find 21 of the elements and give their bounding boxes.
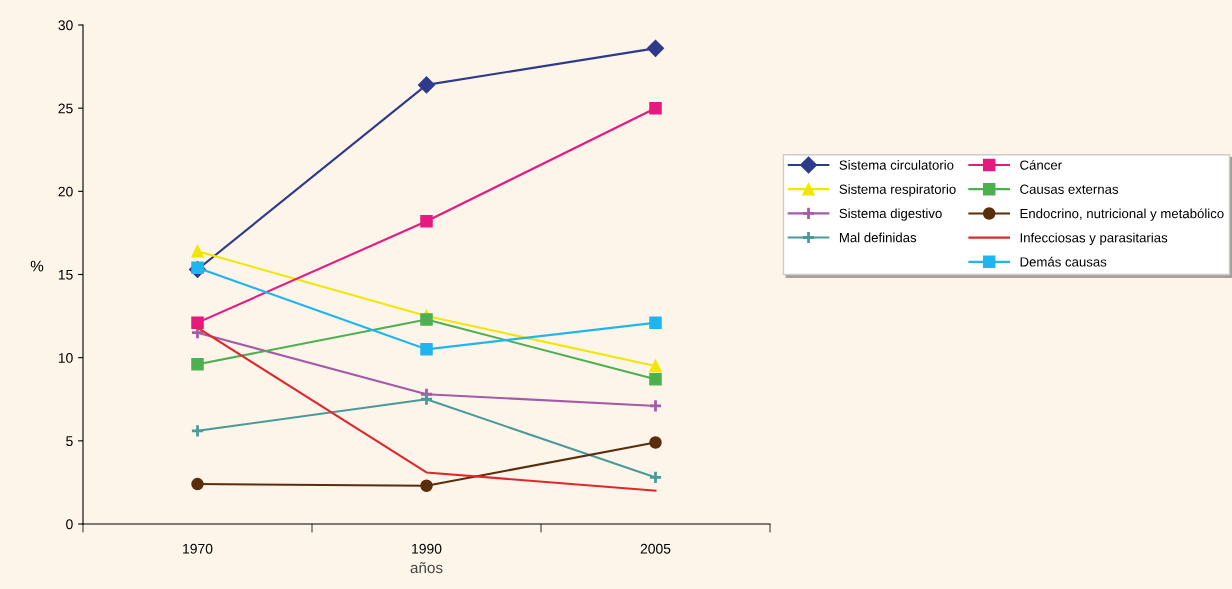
legend-label: Cáncer xyxy=(1020,159,1062,170)
legend-label: Sistema circulatorio xyxy=(839,160,954,170)
legend-label: Sistema digestivo xyxy=(839,208,942,221)
x-tick-label: 2005 xyxy=(640,543,671,554)
y-tick-label: 5 xyxy=(66,436,73,446)
y-tick-label: 0 xyxy=(66,519,73,530)
x-tick-label: 1970 xyxy=(183,543,213,554)
y-tick-label: 25 xyxy=(58,103,73,114)
y-tick-label: 15 xyxy=(58,269,73,280)
y-tick-label: 30 xyxy=(58,20,73,31)
legend-label: Demás causas xyxy=(1020,256,1107,267)
legend-label: Causas externas xyxy=(1020,184,1119,194)
legend-label: Mal definidas xyxy=(839,232,917,243)
legend-label: Infecciosas y parasitarias xyxy=(1020,232,1168,246)
legend-label: Sistema respiratorio xyxy=(839,184,956,197)
legend-label: Endocrino, nutricional y metabólico xyxy=(1020,208,1224,221)
y-axis-title: % xyxy=(30,260,44,272)
y-tick-label: 20 xyxy=(58,186,73,197)
x-tick-label: 1990 xyxy=(412,543,442,554)
y-tick-label: 10 xyxy=(58,353,73,363)
x-axis-title: años xyxy=(410,562,443,574)
